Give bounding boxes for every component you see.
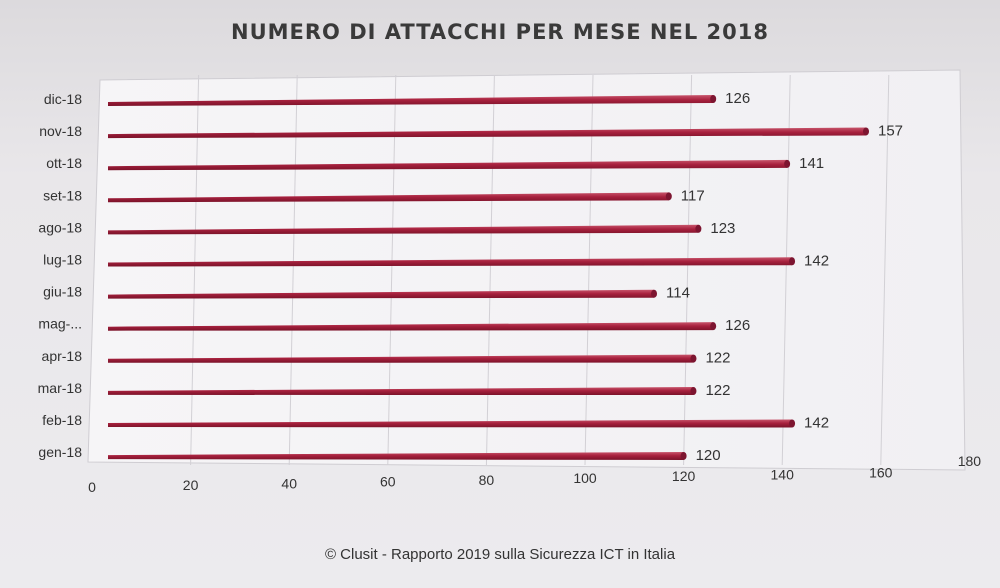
bar-end-cap — [695, 224, 702, 233]
category-label: ott-18 — [46, 155, 82, 171]
grid-line — [880, 74, 890, 466]
bar-end-cap — [710, 95, 717, 103]
x-tick-label: 180 — [958, 453, 982, 469]
data-label: 142 — [804, 415, 829, 432]
bar — [108, 387, 694, 396]
category-label: mag-... — [38, 316, 82, 332]
bar-end-cap — [680, 451, 687, 460]
data-label: 126 — [725, 317, 750, 334]
x-tick-label: 40 — [281, 475, 297, 491]
grid-lines — [190, 74, 890, 466]
category-label: nov-18 — [39, 123, 82, 139]
x-tick-label: 20 — [183, 477, 199, 493]
data-label: 122 — [705, 350, 730, 367]
category-label: lug-18 — [43, 252, 82, 268]
data-label: 122 — [705, 382, 730, 399]
bar-end-cap — [665, 192, 672, 201]
category-label: set-18 — [43, 187, 82, 203]
bars — [108, 95, 870, 460]
bar-end-cap — [690, 387, 697, 396]
grid-line — [683, 74, 693, 466]
category-label: feb-18 — [42, 412, 82, 428]
data-labels: 126 157 141 117 123 142 114 126 122 122 142 120 — [666, 90, 903, 464]
category-label: mar-18 — [38, 380, 83, 396]
data-label: 141 — [799, 155, 824, 172]
data-label: 114 — [666, 285, 690, 302]
grid-line — [288, 74, 298, 466]
data-label: 157 — [878, 122, 903, 139]
bar — [108, 224, 699, 235]
bar — [108, 419, 793, 428]
bar-end-cap — [690, 354, 697, 363]
category-label: gen-18 — [38, 444, 82, 460]
bar — [108, 127, 867, 139]
x-tick-label: 60 — [380, 474, 396, 490]
bar-end-cap — [651, 289, 658, 298]
category-label: giu-18 — [43, 284, 82, 300]
bar — [108, 322, 714, 331]
bar — [108, 192, 669, 203]
category-label: ago-18 — [38, 219, 82, 235]
x-tick-label: 160 — [869, 465, 893, 481]
chart-title: NUMERO DI ATTACCHI PER MESE NEL 2018 — [231, 20, 769, 44]
bar — [108, 257, 793, 267]
bar-end-cap — [789, 257, 796, 266]
bar — [108, 354, 694, 363]
x-tick-label: 120 — [672, 468, 696, 484]
bar-end-cap — [710, 322, 717, 331]
data-label: 120 — [696, 447, 721, 464]
bar — [108, 95, 714, 106]
bar — [108, 289, 655, 299]
bar-end-cap — [863, 127, 870, 136]
data-label: 142 — [804, 252, 829, 269]
category-label: apr-18 — [42, 348, 83, 364]
source-note: © Clusit - Rapporto 2019 sulla Sicurezza… — [324, 546, 676, 563]
category-labels: dic-18 nov-18 ott-18 set-18 ago-18 lug-18 giu-… — [38, 91, 83, 460]
category-label: dic-18 — [44, 91, 82, 107]
x-tick-label: 140 — [771, 466, 795, 482]
grid-line — [485, 74, 495, 466]
x-tick-label: 100 — [573, 470, 597, 486]
plot-area — [87, 69, 966, 471]
x-tick-label: 80 — [479, 472, 495, 488]
grid-line — [781, 74, 791, 466]
bar — [108, 159, 788, 171]
grid-line — [190, 74, 200, 466]
x-axis-ticks: 0 20 40 60 80 100 120 140 160 180 — [88, 453, 981, 495]
data-label: 117 — [681, 187, 705, 204]
bar — [108, 451, 684, 460]
grid-line — [387, 74, 397, 466]
bar-end-cap — [789, 419, 796, 428]
grid-line — [584, 74, 594, 466]
bar-end-cap — [784, 159, 791, 168]
data-label: 126 — [725, 90, 750, 107]
data-label: 123 — [710, 220, 735, 237]
x-tick-label: 0 — [88, 479, 96, 495]
